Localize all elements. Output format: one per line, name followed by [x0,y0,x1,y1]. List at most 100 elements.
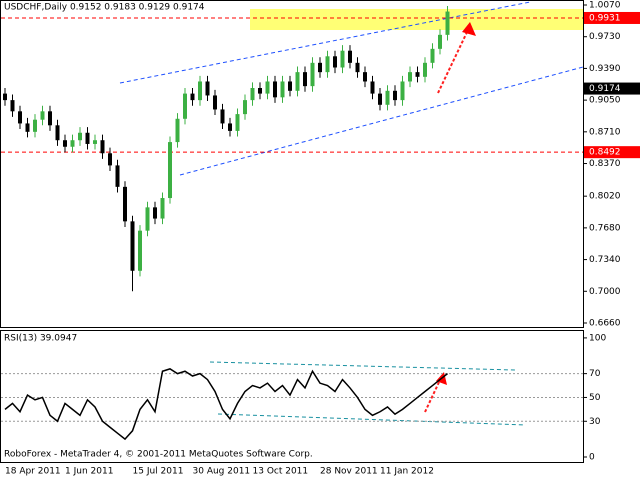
y-tick-label: 0.8370 [589,159,621,169]
candle-body [415,72,420,77]
y-tick-label: 0.7000 [589,287,621,297]
candle-body [438,34,442,49]
candle-body [138,230,142,271]
candle-body [48,111,52,126]
y-tick-label: 0.8020 [589,192,621,202]
level-label: 0.9931 [589,13,621,23]
candle-body [385,90,390,105]
candle-body [303,72,307,87]
candle-body [160,198,165,219]
candle-body [10,100,15,112]
candle-body [175,118,180,143]
candle-body [123,186,127,222]
y-tick-label: 0.7340 [589,255,621,265]
candle-body [243,100,247,115]
candle-body [115,165,120,187]
arrow-head [462,22,476,36]
rsi-channel-line [217,413,526,426]
candle-body [250,88,255,101]
candle-body [333,56,337,68]
candle-body [310,62,315,87]
candle-body [33,119,37,132]
candle-body [273,81,277,98]
candle-body [168,142,172,199]
y-tick-label: 0.7680 [589,223,621,233]
x-tick-label: 15 Jul 2011 [133,467,184,477]
candle-body [423,62,427,77]
candle-body [355,62,360,73]
candle-body [3,93,7,101]
arrow [437,29,469,94]
x-tick-label: 30 Aug 2011 [193,467,251,477]
candle-body [190,93,195,101]
candle-body [430,48,435,63]
candle-body [40,111,45,120]
last-price-label: 0.9174 [589,84,621,94]
candle-body [258,88,262,94]
candle-body [63,140,67,147]
last-price-box [584,82,640,95]
candle-body [183,93,187,119]
y-tick-label: 0.8710 [589,127,621,137]
candle-body [340,50,345,68]
price-panel [0,0,584,328]
level-label: 0.8492 [589,148,621,158]
x-tick-label: 28 Nov 2011 [320,467,378,477]
channel [119,1,584,426]
candle-body [235,114,240,131]
candle-body [145,207,150,231]
candle-body [400,81,405,101]
candle-body [108,153,112,166]
candle-body [70,140,75,147]
y-tick-label: 70 [589,369,601,379]
chart-title: USDCHF,Daily 0.9152 0.9183 0.9129 0.9174 [4,3,205,13]
candle-body [378,93,382,105]
y-tick-label: 0.9390 [589,64,621,74]
y-tick-label: 0.6660 [589,318,621,328]
x-tick-label: 18 Apr 2011 [5,467,61,477]
rsi-title: RSI(13) 39.0947 [4,334,77,344]
x-tick-label: 13 Oct 2011 [253,467,309,477]
level-box [584,11,640,24]
candle-body [363,72,367,82]
rsi-panel [0,330,584,463]
candle-body [18,111,22,124]
y-tick-label: 0 [589,452,595,462]
candle-body [205,81,210,96]
candle-body [198,81,202,101]
candle-body [288,81,292,91]
candle-body [100,140,105,154]
arrow [424,379,441,413]
candle-body [220,109,225,124]
candle-body [228,123,232,131]
candle-body [393,90,397,101]
rsi-line [4,368,448,441]
y-tick-label: 50 [589,393,601,403]
candle-body [408,72,412,82]
level-box [584,146,640,159]
resistance-zone [250,9,583,30]
y-tick-label: 30 [589,417,601,427]
candle-body [325,56,330,73]
candle-body [265,81,270,94]
footer: RoboForex - MetaTrader 4, © 2001-2011 Me… [4,450,313,460]
x-tick-label: 1 Jun 2011 [65,467,113,477]
candle-body [213,95,217,110]
y-tick-label: 100 [589,333,606,343]
candle-body [55,125,60,141]
candle-body [348,50,352,63]
y-tick-label: 0.9050 [589,96,621,106]
candle-body [318,62,322,73]
rsi-channel-line [209,361,516,371]
candle-body [130,221,135,271]
candle-body [445,11,450,35]
candle-body [295,72,300,91]
candle-body [25,123,30,132]
candle-body [85,132,90,144]
y-tick-label: 1.0070 [589,1,621,11]
forecast-arrows [424,29,469,413]
candle-body [153,207,157,219]
candle-body [93,140,97,144]
x-tick-label: 11 Jan 2012 [380,467,434,477]
